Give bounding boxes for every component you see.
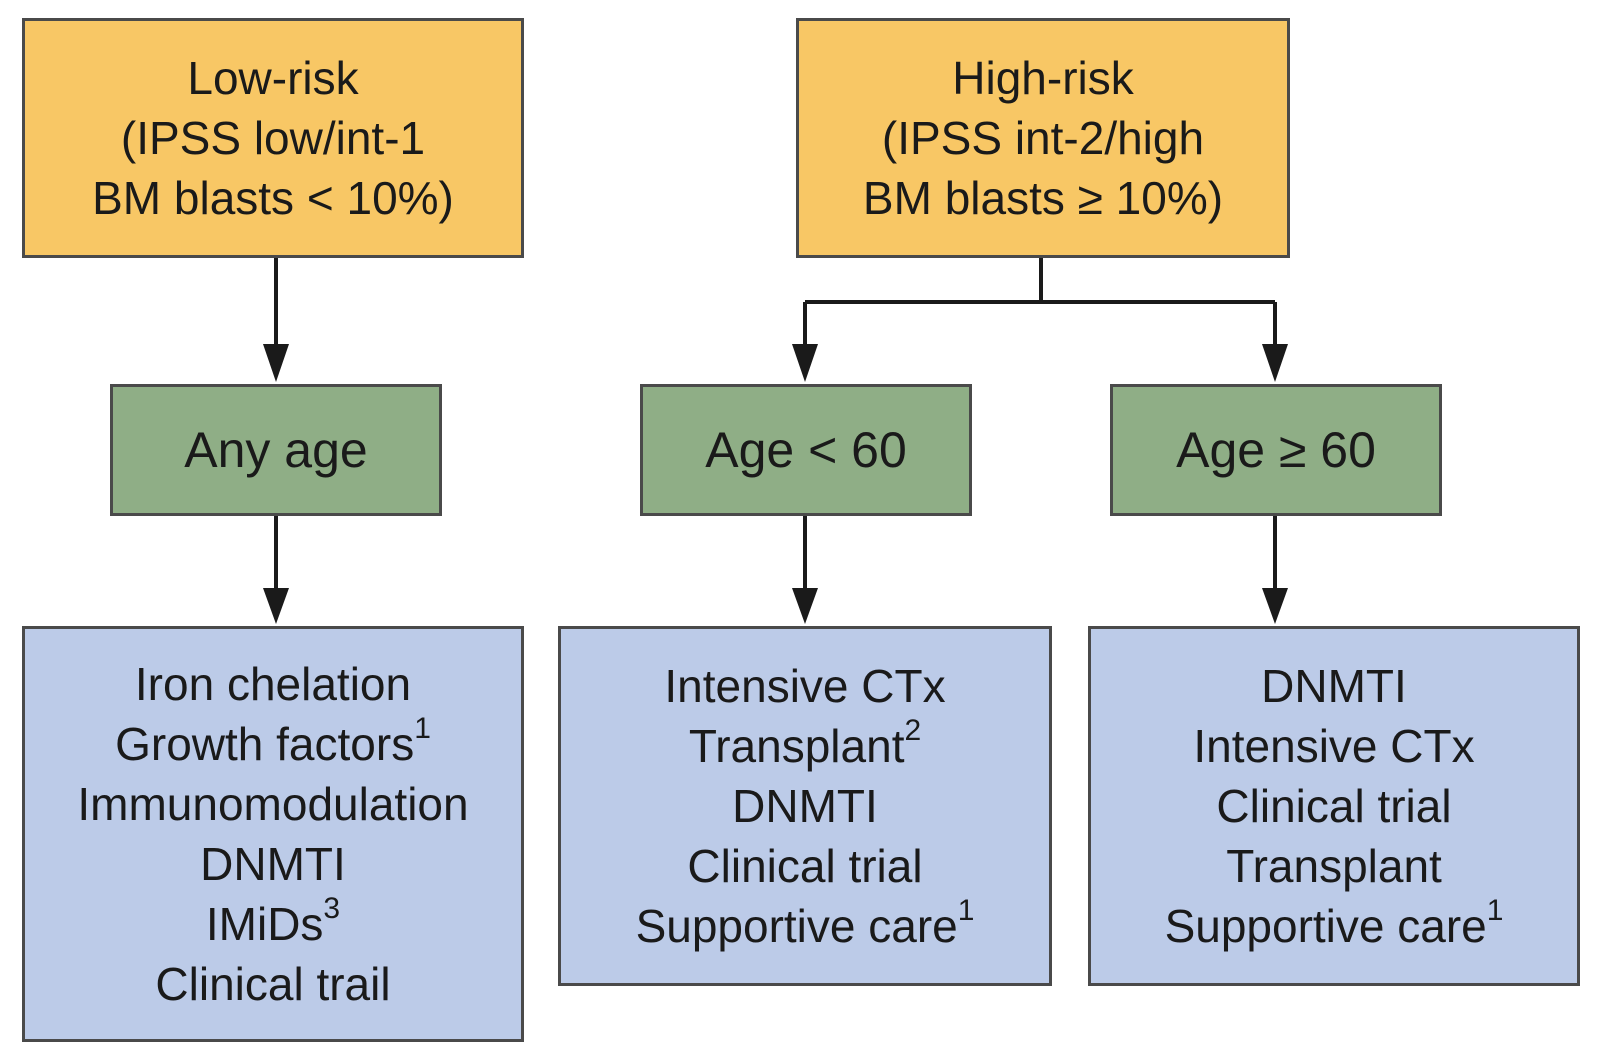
arrowhead-over60 <box>1262 344 1288 382</box>
age-under-60-box: Age < 60 <box>640 384 972 516</box>
treatment-item: IMiDs3 <box>205 891 341 950</box>
age-under-60-label: Age < 60 <box>705 422 907 478</box>
age-over-60-box: Age ≥ 60 <box>1110 384 1442 516</box>
treatment-item: Supportive care1 <box>1164 893 1504 952</box>
arrowhead-under60-tx <box>792 588 818 624</box>
treatment-item: Clinical trial <box>687 840 923 892</box>
treatment-item: Intensive CTx <box>664 660 946 712</box>
treatment-item: DNMTI <box>1261 660 1407 712</box>
high-risk-ipss: (IPSS int-2/high <box>881 112 1205 164</box>
treatment-item: Immunomodulation <box>77 778 469 830</box>
high-risk-blasts: BM blasts ≥ 10%) <box>862 172 1224 224</box>
age-over-60-label: Age ≥ 60 <box>1176 422 1376 478</box>
low-risk-title: Low-risk <box>187 52 359 104</box>
arrowhead-over60-tx <box>1262 588 1288 624</box>
treatment-item: Transplant2 <box>688 713 922 772</box>
treatment-item: Clinical trail <box>155 958 391 1010</box>
treatment-item: Iron chelation <box>134 658 412 710</box>
treatment-item: DNMTI <box>200 838 346 890</box>
treatment-item: Intensive CTx <box>1193 720 1475 772</box>
treatment-item: Clinical trial <box>1216 780 1452 832</box>
arrowhead-under60 <box>792 344 818 382</box>
arrowhead-lowtx <box>263 588 289 624</box>
low-risk-blasts: BM blasts < 10%) <box>92 172 454 224</box>
treatment-item: Supportive care1 <box>635 893 975 952</box>
high-risk-box: High-risk (IPSS int-2/high BM blasts ≥ 1… <box>796 18 1290 258</box>
high-risk-under-60-treatment-box: Intensive CTx Transplant2 DNMTI Clinical… <box>558 626 1052 986</box>
low-risk-ipss: (IPSS low/int-1 <box>120 112 426 164</box>
low-risk-box: Low-risk (IPSS low/int-1 BM blasts < 10%… <box>22 18 524 258</box>
treatment-item: Transplant <box>1226 840 1442 892</box>
low-risk-treatment-box: Iron chelation Growth factors1 Immunomod… <box>22 626 524 1042</box>
treatment-item: Growth factors1 <box>115 711 431 770</box>
any-age-box: Any age <box>110 384 442 516</box>
treatment-item: DNMTI <box>732 780 878 832</box>
any-age-label: Any age <box>184 422 368 478</box>
high-risk-title: High-risk <box>952 52 1134 104</box>
arrowhead-anyage <box>263 344 289 382</box>
high-risk-over-60-treatment-box: DNMTI Intensive CTx Clinical trial Trans… <box>1088 626 1580 986</box>
